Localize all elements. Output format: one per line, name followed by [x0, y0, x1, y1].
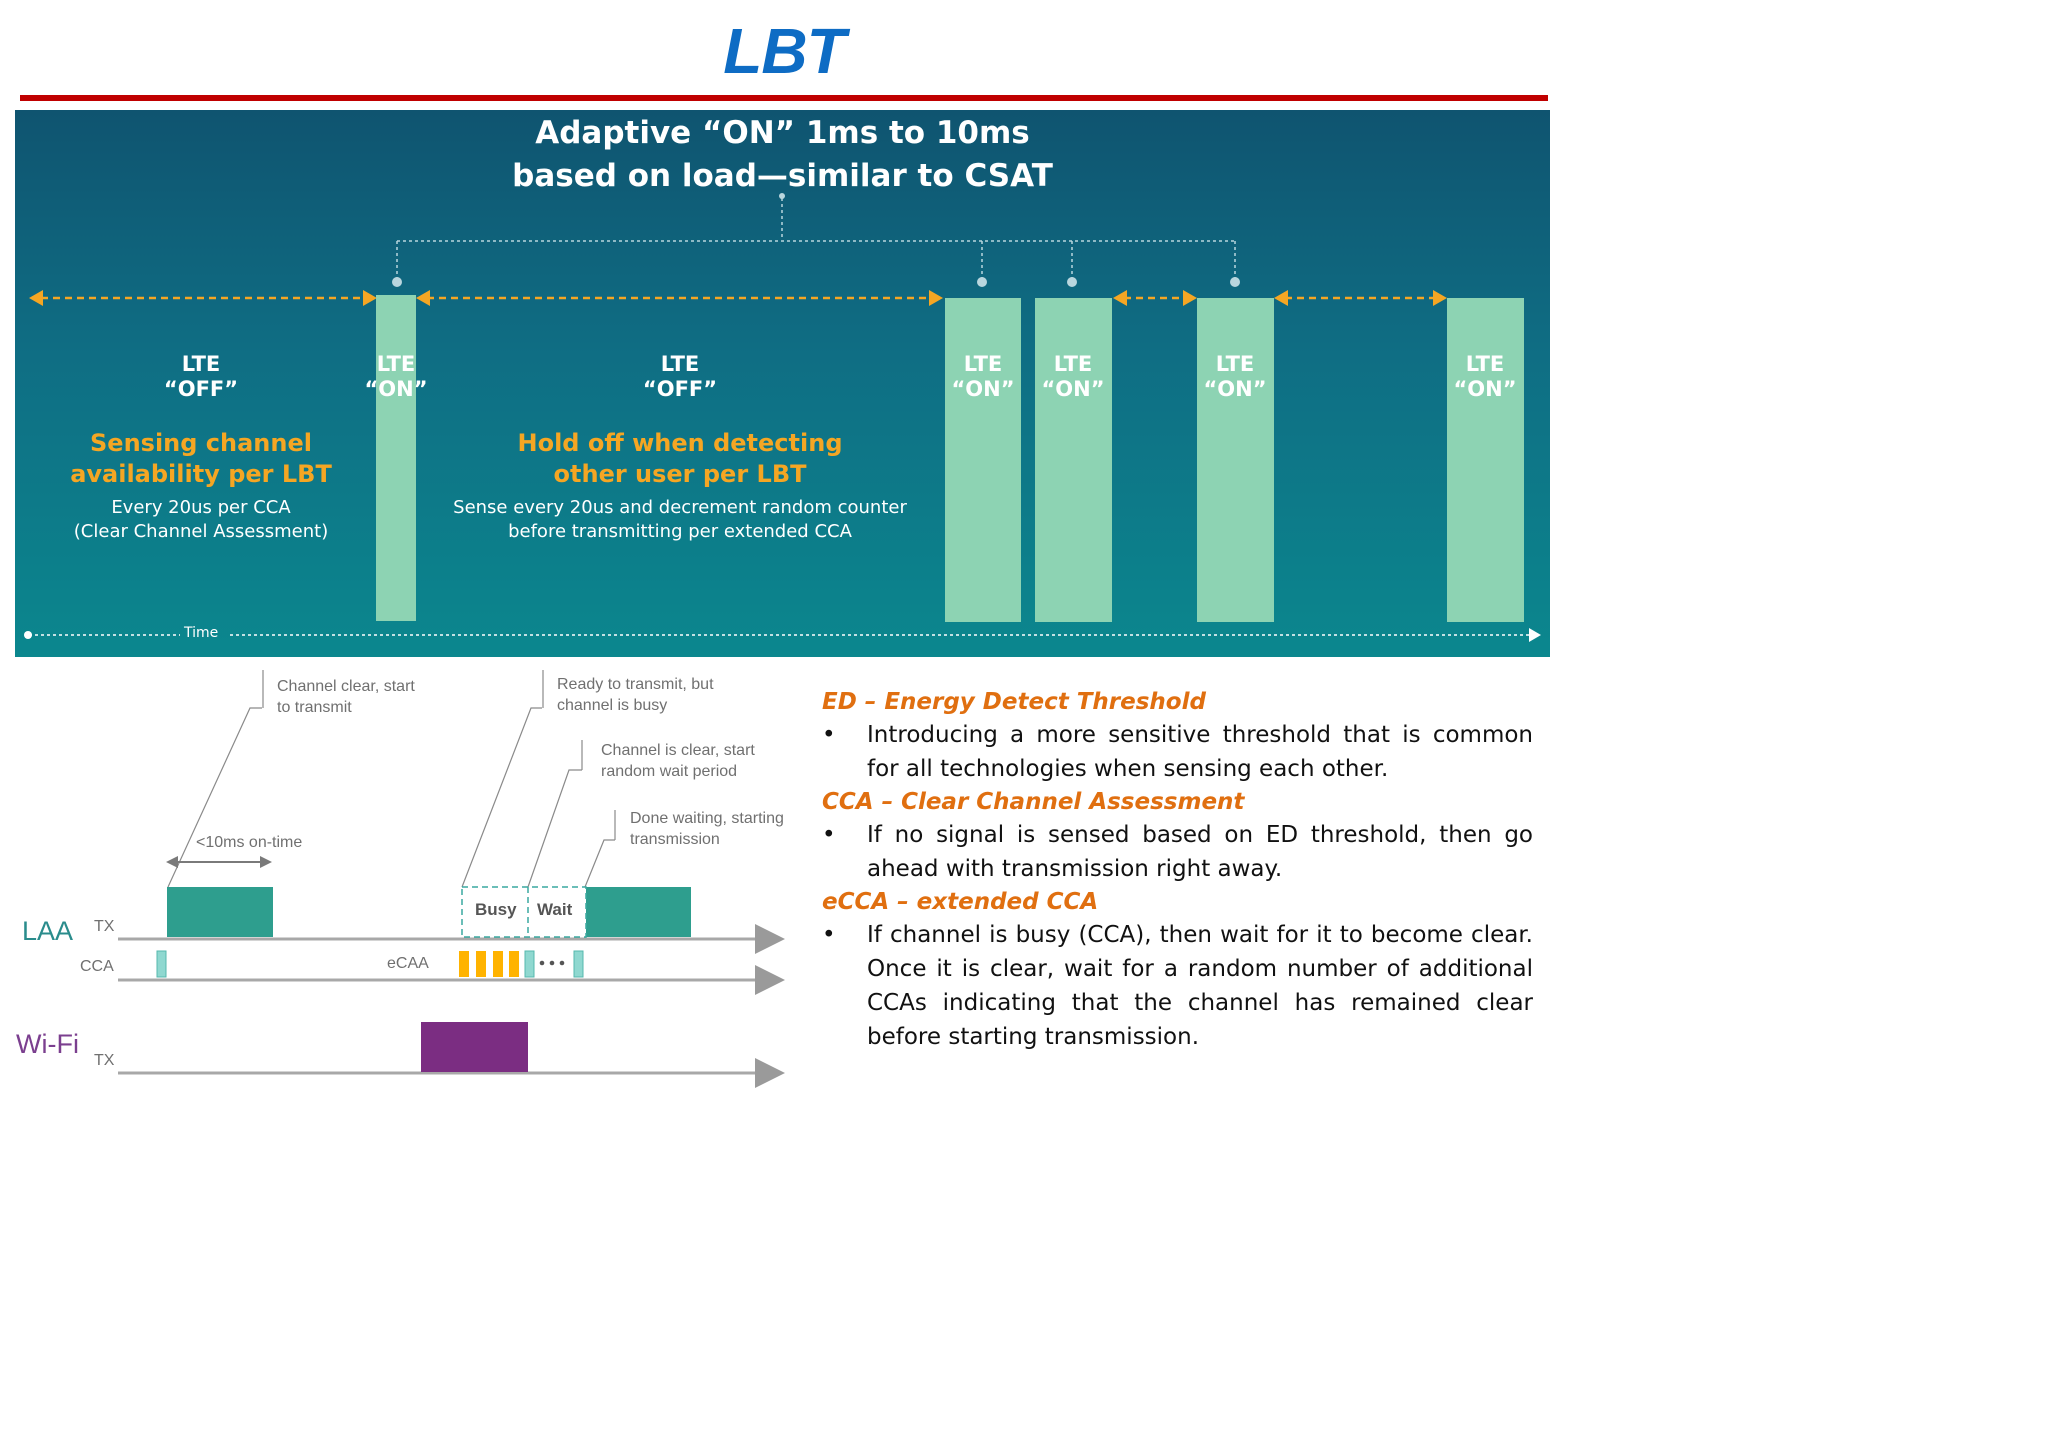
lte-on-bar: [1197, 298, 1274, 622]
timeline-connectors: [24, 193, 1541, 642]
lte-on-label: LTE “ON”: [1041, 352, 1105, 401]
lte-on-bar: [376, 295, 416, 621]
bullet-icon: •: [822, 922, 836, 948]
hold-off-heading: Hold off when detecting other user per LB…: [517, 429, 843, 488]
wait-label: Wait: [537, 900, 573, 919]
ed-heading: ED – Energy Detect Threshold: [822, 689, 1206, 715]
callout-ready-busy: Ready to transmit, but channel is busy: [557, 676, 714, 714]
cca-pulse: [156, 950, 167, 978]
ecaa-pulse: [476, 951, 486, 977]
sensing-channel-description: Every 20us per CCA (Clear Channel Assessm…: [73, 497, 329, 542]
page-title: LBT: [723, 15, 845, 87]
sensing-channel-heading: Sensing channel availability per LBT: [70, 429, 332, 488]
time-axis-label: Time: [184, 625, 219, 641]
definitions-list: ED – Energy Detect Threshold • Introducin…: [822, 686, 1533, 1054]
hold-off-description: Sense every 20us and decrement random co…: [453, 497, 907, 542]
laa-label: LAA: [22, 916, 74, 946]
ed-bullet: • Introducing a more sensitive threshold …: [822, 718, 1533, 786]
cca-bullet: • If no signal is sensed based on ED thre…: [822, 818, 1533, 886]
lte-off-label: LTE “OFF”: [642, 352, 718, 401]
wifi-label: Wi-Fi: [16, 1029, 79, 1059]
lte-on-bar: [1447, 298, 1524, 622]
laa-tx-label: TX: [94, 918, 115, 935]
ecca-bullet: • If channel is busy (CCA), then wait for…: [822, 918, 1533, 1054]
adaptive-line-2: based on load—similar to CSAT: [512, 158, 1053, 194]
title-divider: [20, 95, 1548, 101]
laa-tx-block: [167, 887, 273, 937]
wifi-tx-block: [421, 1022, 528, 1072]
ecaa-label: eCAA: [387, 955, 429, 972]
on-time-label: <10ms on-time: [196, 834, 303, 851]
lte-off-label: LTE “OFF”: [163, 352, 239, 401]
wifi-tx-label: TX: [94, 1052, 115, 1069]
ecaa-pulse: [493, 951, 503, 977]
cca-text: If no signal is sensed based on ED thres…: [867, 822, 1533, 882]
lte-timeline-panel: Adaptive “ON” 1ms to 10ms based on load—…: [15, 110, 1550, 657]
laa-timing-diagram: [118, 670, 785, 1088]
cca-heading: CCA – Clear Channel Assessment: [822, 789, 1245, 815]
bullet-icon: •: [822, 722, 836, 748]
callout-channel-clear: Channel clear, start to transmit: [277, 678, 415, 716]
ed-text: Introducing a more sensitive threshold t…: [867, 722, 1533, 782]
laa-tx-block: [586, 887, 691, 937]
lte-on-label: LTE “ON”: [364, 352, 428, 401]
callout-done-waiting: Done waiting, starting transmission: [630, 810, 784, 848]
adaptive-line-1: Adaptive “ON” 1ms to 10ms: [535, 115, 1030, 151]
cca-pulse: [573, 950, 584, 978]
bullet-icon: •: [822, 822, 836, 848]
cca-pulse: [524, 950, 535, 978]
busy-label: Busy: [475, 900, 517, 919]
ecaa-pulse: [459, 951, 469, 977]
lte-on-bar: [945, 298, 1021, 622]
busy-wait-frame: [461, 886, 587, 938]
ecca-text: If channel is busy (CCA), then wait for …: [867, 922, 1533, 1050]
lte-on-bar: [1035, 298, 1112, 622]
callout-random-wait: Channel is clear, start random wait perio…: [601, 742, 755, 780]
adaptive-on-heading: Adaptive “ON” 1ms to 10ms based on load—…: [15, 112, 1550, 198]
ecca-heading: eCCA – extended CCA: [822, 889, 1099, 915]
ecaa-pulse: [509, 951, 519, 977]
lte-on-label: LTE “ON”: [1203, 352, 1267, 401]
cca-label: CCA: [80, 958, 114, 975]
lte-on-label: LTE “ON”: [1453, 352, 1517, 401]
lte-on-label: LTE “ON”: [951, 352, 1015, 401]
